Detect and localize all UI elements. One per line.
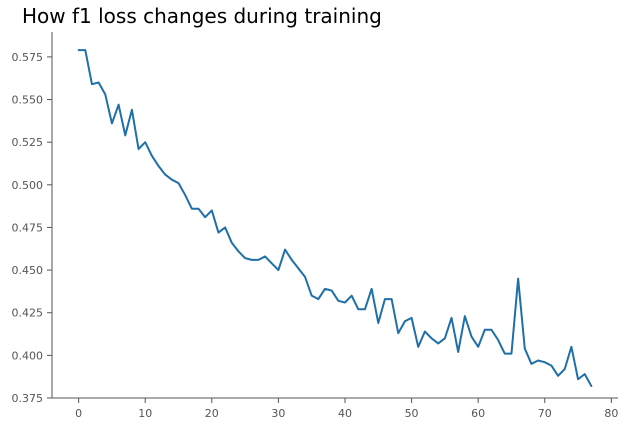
y-tick-label: 0.425 (12, 307, 44, 320)
x-tick-label: 50 (405, 407, 419, 420)
x-tick-label: 0 (75, 407, 82, 420)
x-tick-label: 80 (604, 407, 618, 420)
y-tick-label: 0.550 (12, 94, 44, 107)
x-tick-label: 30 (271, 407, 285, 420)
chart-title: How f1 loss changes during training (22, 4, 382, 28)
axes (51, 32, 618, 399)
x-tick-label: 70 (538, 407, 552, 420)
ticks: 0 10 20 30 40 50 60 70 80 0.375 0.400 0.425 0.450 0.4… (12, 51, 619, 420)
x-tick-label: 10 (138, 407, 152, 420)
x-tick-label: 60 (471, 407, 485, 420)
y-tick-label: 0.400 (12, 349, 44, 362)
series-line (77, 49, 593, 388)
y-tick-label: 0.450 (12, 264, 44, 277)
y-tick-label: 0.475 (12, 221, 44, 234)
y-tick-label: 0.525 (12, 136, 44, 149)
series-group (77, 49, 593, 388)
y-tick-label: 0.375 (12, 392, 44, 405)
x-tick-label: 20 (205, 407, 219, 420)
y-tick-label: 0.575 (12, 51, 44, 64)
x-tick-label: 40 (338, 407, 352, 420)
y-tick-label: 0.500 (12, 179, 44, 192)
